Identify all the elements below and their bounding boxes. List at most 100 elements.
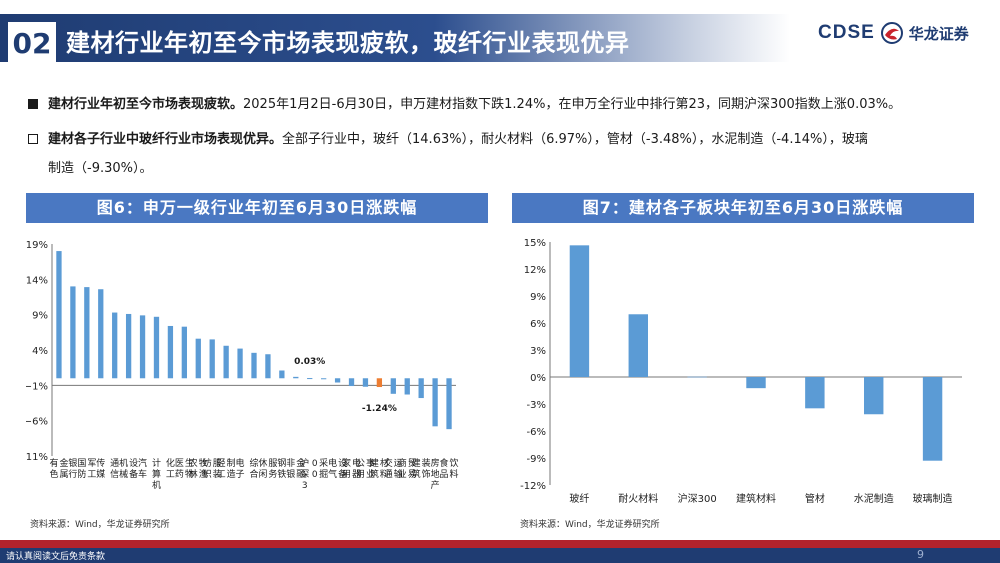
x-tick-label: 建筑材料 [370,457,389,480]
svg-text:械: 械 [119,468,128,480]
svg-text:钢: 钢 [277,457,286,469]
svg-text:设: 设 [129,458,138,469]
svg-text:休: 休 [258,457,267,469]
y-tick-label: −11% [26,452,48,463]
svg-text:用: 用 [342,469,351,480]
svg-text:品: 品 [440,469,449,480]
bullet-item: 建材各子行业中玻纤行业市场表现优异。全部子行业中，玻纤（14.63%），耐火材料… [26,125,976,183]
section-number-box: 02 [8,22,56,64]
bar [237,348,243,379]
bar [390,378,396,394]
svg-text:备: 备 [129,468,138,480]
section-header-bar [0,14,790,62]
y-tick-label: 0% [530,373,546,384]
svg-text:农: 农 [189,457,198,469]
figure6-title: 图6：申万一级行业年初至6月30日涨跌幅 [26,193,488,223]
svg-text:用: 用 [356,469,365,480]
bar [153,316,160,379]
svg-text:计: 计 [152,457,161,469]
bar [112,312,118,379]
x-tick-label: 采掘 [319,458,328,480]
bar [181,326,187,379]
svg-text:工: 工 [87,470,96,480]
svg-text:服: 服 [268,458,277,469]
svg-text:房: 房 [431,457,440,469]
svg-text:算: 算 [152,468,161,480]
x-tick-label: 沪深300 [300,457,318,491]
bar [293,376,299,379]
bullet-text: 2025年1月2日-6月30日，申万建材指数下跌1.24%，在申万全行业中排行第… [243,97,902,112]
bar [98,289,104,379]
svg-text:地: 地 [431,468,440,480]
y-tick-label: -12% [520,481,546,492]
y-tick-label: 4% [32,346,48,357]
bar [746,377,766,389]
svg-text:产: 产 [431,479,440,491]
svg-text:备: 备 [338,468,347,480]
svg-text:料: 料 [450,468,459,480]
x-tick-label: 银行 [68,457,77,480]
svg-text:色: 色 [49,468,58,480]
svg-text:媒: 媒 [96,469,105,480]
svg-text:3: 3 [302,481,308,491]
svg-text:机: 机 [119,457,128,469]
svg-text:闲: 闲 [258,469,267,480]
figure6-bar-chart: 19%14%9%4%−1%−6%−11%有色金属银行国防军工传媒通信机械设备汽车… [26,240,459,491]
svg-text:公: 公 [356,458,365,469]
figure7-source: 资料来源：Wind，华龙证券研究所 [520,520,660,530]
company-logo: CDSE 华龙证券 [818,20,969,46]
page-title: 建材行业年初至今市场表现疲软，玻纤行业表现优异 [66,29,630,57]
svg-text:铁: 铁 [277,468,286,480]
bullet-bold-text: 建材各子行业中玻纤行业市场表现优异。 [48,132,283,147]
bar [446,378,452,430]
svg-text:装: 装 [213,468,222,480]
svg-text:子: 子 [236,469,245,480]
bar [922,377,943,461]
y-tick-label: -3% [527,400,546,411]
logo-text-en: CDSE [818,22,875,43]
x-tick-label: 综合 [249,457,258,480]
y-tick-label: 15% [524,238,546,249]
svg-text:易: 易 [408,469,417,480]
bar [628,314,648,377]
svg-text:饮: 饮 [450,457,459,469]
x-tick-label: 玻纤 [569,492,589,505]
svg-text:建: 建 [370,457,379,469]
svg-text:采: 采 [319,458,328,469]
y-tick-label: 6% [530,319,546,330]
y-tick-label: 19% [26,240,48,251]
svg-text:国: 国 [77,458,86,469]
bullet-bold-text: 建材行业年初至今市场表现疲软。 [48,97,244,112]
svg-text:电: 电 [328,457,337,469]
svg-text:运: 运 [394,458,403,469]
svg-text:银: 银 [286,468,295,480]
svg-text:渔: 渔 [199,469,208,480]
figure6-source: 资料来源：Wind，华龙证券研究所 [30,520,170,530]
bar [125,313,132,379]
svg-text:机: 机 [152,479,161,491]
highlight-data-label: -1.24% [362,404,397,414]
svg-text:织: 织 [203,468,212,480]
bar [195,338,201,379]
y-tick-label: 3% [530,346,546,357]
svg-text:防: 防 [77,468,86,480]
svg-text:制: 制 [227,457,236,469]
svg-text:牧: 牧 [199,457,208,469]
footer-disclaimer: 请认真阅读文后免责条款 [6,552,106,562]
bar [569,245,590,377]
hollow-square-bullet-icon [28,134,38,144]
svg-text:金: 金 [59,457,68,469]
x-tick-label: 化工 [166,457,175,480]
footer-red-stripe [0,540,1000,548]
bar [404,378,410,395]
bar [362,378,369,387]
svg-text:综: 综 [249,457,258,469]
svg-text:器: 器 [352,469,361,480]
svg-text:车: 车 [138,468,147,480]
svg-text:药: 药 [175,469,184,480]
